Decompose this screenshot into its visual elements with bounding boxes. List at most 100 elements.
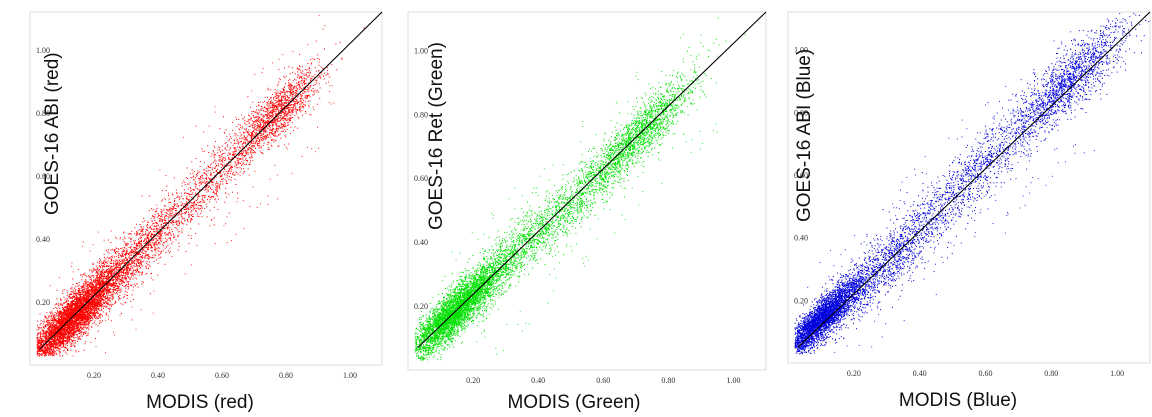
- data-point: [100, 284, 102, 286]
- data-point: [85, 317, 87, 319]
- data-point: [72, 311, 74, 313]
- data-point: [54, 318, 56, 319]
- data-point: [80, 326, 82, 328]
- data-point: [58, 333, 60, 335]
- data-point: [63, 349, 65, 351]
- data-point: [74, 324, 76, 325]
- data-point: [111, 275, 113, 277]
- data-point: [79, 323, 81, 324]
- data-point: [118, 276, 120, 278]
- data-point: [106, 269, 108, 270]
- data-point: [38, 344, 40, 346]
- data-point: [130, 254, 132, 256]
- data-point: [66, 306, 68, 308]
- data-point: [50, 325, 52, 327]
- data-point: [96, 287, 97, 289]
- data-point: [82, 303, 84, 304]
- data-point: [63, 308, 64, 309]
- data-point: [101, 306, 103, 308]
- data-point: [48, 320, 50, 322]
- data-point: [174, 214, 175, 216]
- data-point: [48, 336, 50, 338]
- data-point: [43, 336, 44, 338]
- data-point: [40, 334, 42, 336]
- data-point: [105, 291, 107, 293]
- data-point: [38, 353, 40, 355]
- data-point: [58, 318, 60, 320]
- data-point: [69, 315, 71, 317]
- data-point: [65, 318, 66, 320]
- data-point: [84, 281, 86, 282]
- data-point: [67, 328, 69, 330]
- data-point: [55, 342, 56, 344]
- data-point: [123, 281, 125, 283]
- data-point: [51, 329, 53, 331]
- data-point: [41, 339, 43, 341]
- data-point: [74, 316, 76, 318]
- data-point: [78, 317, 80, 319]
- data-point: [81, 318, 83, 320]
- data-point: [36, 353, 38, 355]
- data-point: [134, 250, 136, 252]
- data-point: [96, 295, 98, 297]
- data-point: [88, 312, 90, 314]
- data-point: [73, 296, 75, 298]
- data-point: [99, 262, 100, 264]
- data-point: [87, 307, 89, 309]
- data-point: [103, 274, 105, 275]
- data-point: [68, 297, 70, 299]
- data-point: [81, 331, 83, 333]
- data-point: [159, 257, 161, 259]
- data-point: [56, 310, 58, 312]
- data-point: [120, 254, 122, 256]
- data-point: [160, 209, 162, 211]
- data-point: [59, 313, 61, 315]
- data-point: [80, 320, 82, 321]
- data-point: [51, 335, 53, 337]
- data-point: [114, 273, 115, 275]
- data-point: [50, 320, 52, 322]
- data-point: [59, 338, 61, 340]
- data-point: [66, 309, 68, 311]
- data-point: [68, 324, 70, 326]
- data-point: [78, 338, 80, 340]
- data-point: [45, 334, 47, 336]
- data-point: [98, 294, 100, 295]
- data-point: [127, 277, 129, 278]
- data-point: [78, 332, 80, 334]
- data-point: [77, 292, 79, 294]
- data-point: [74, 303, 76, 305]
- data-point: [65, 340, 67, 342]
- data-point: [54, 330, 56, 332]
- data-point: [90, 289, 92, 291]
- data-point: [68, 316, 69, 318]
- data-point: [70, 343, 72, 345]
- data-point: [52, 343, 54, 345]
- data-point: [98, 266, 100, 268]
- data-point: [96, 311, 98, 313]
- data-point: [77, 334, 78, 336]
- data-point: [93, 286, 95, 288]
- data-point: [101, 279, 103, 281]
- data-point: [79, 331, 81, 333]
- data-point: [123, 286, 125, 288]
- data-point: [85, 323, 87, 325]
- data-point: [141, 237, 142, 238]
- data-point: [66, 312, 68, 314]
- data-point: [88, 295, 90, 297]
- data-point: [113, 270, 115, 271]
- data-point: [77, 318, 79, 320]
- data-point: [90, 313, 91, 315]
- data-point: [106, 265, 108, 267]
- data-point: [55, 323, 57, 325]
- data-point: [71, 334, 72, 336]
- data-point: [59, 343, 61, 345]
- data-point: [110, 272, 112, 274]
- data-point: [58, 321, 60, 323]
- data-point: [89, 301, 91, 302]
- data-point: [36, 346, 38, 348]
- data-point: [93, 281, 95, 283]
- data-point: [40, 340, 42, 342]
- data-point: [109, 303, 111, 305]
- data-point: [54, 343, 56, 345]
